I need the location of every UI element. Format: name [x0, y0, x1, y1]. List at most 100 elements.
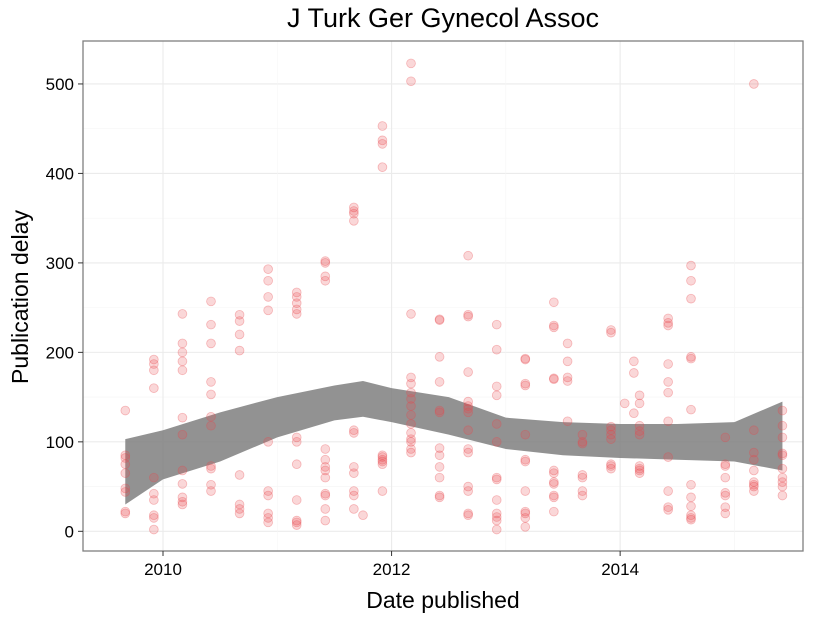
data-point: [491, 472, 502, 483]
data-point: [263, 490, 273, 501]
data-point: [149, 365, 159, 376]
data-point: [377, 162, 388, 172]
data-point: [291, 432, 302, 443]
data-point: [562, 356, 573, 367]
data-point: [777, 490, 788, 501]
data-point: [749, 479, 759, 490]
data-point: [749, 477, 759, 487]
data-point: [434, 314, 445, 325]
data-point: [263, 292, 273, 302]
x-axis-title: Date published: [366, 587, 519, 613]
data-point: [406, 428, 416, 438]
data-point: [686, 275, 696, 286]
data-point: [234, 504, 245, 514]
data-point: [634, 463, 645, 474]
data-point: [520, 508, 531, 519]
data-point: [777, 405, 788, 416]
data-point: [686, 353, 696, 364]
data-point: [377, 139, 388, 149]
data-point: [406, 58, 416, 69]
data-point: [463, 311, 473, 322]
data-point: [206, 338, 216, 349]
data-point: [177, 465, 188, 476]
data-point: [749, 447, 759, 458]
axis-ticks: 0 100 200 300 400 500 2010 2012 2014: [46, 75, 639, 579]
data-point: [149, 524, 159, 535]
data-point: [562, 376, 573, 386]
data-point: [320, 271, 331, 282]
data-point: [686, 513, 696, 523]
data-point: [406, 444, 416, 454]
data-point: [206, 479, 216, 490]
data-point: [663, 452, 673, 462]
data-point: [234, 316, 245, 326]
data-point: [406, 394, 416, 404]
data-point: [177, 412, 188, 423]
data-point: [349, 208, 359, 219]
data-point: [749, 481, 759, 492]
data-point: [463, 447, 473, 458]
x-tick-label: 2010: [144, 560, 182, 579]
data-point: [606, 459, 616, 470]
data-point: [149, 513, 159, 523]
data-point: [463, 486, 473, 496]
data-point: [549, 468, 559, 478]
data-point: [549, 477, 559, 487]
data-point: [606, 463, 616, 474]
data-point: [720, 432, 731, 443]
data-point: [777, 432, 788, 443]
data-point: [634, 429, 645, 440]
data-point: [291, 437, 302, 447]
data-point: [606, 421, 616, 432]
data-point: [320, 258, 331, 268]
plot-panel-border: [82, 40, 804, 552]
data-point: [777, 463, 788, 474]
y-tick-label: 400: [46, 164, 74, 183]
data-point: [149, 354, 159, 365]
data-point: [349, 425, 359, 436]
data-point: [177, 492, 188, 503]
data-point: [349, 490, 359, 501]
data-point: [520, 429, 531, 440]
data-point: [520, 506, 531, 517]
data-point: [520, 513, 531, 523]
data-point: [291, 495, 302, 505]
data-point: [291, 304, 302, 315]
data-point: [406, 447, 416, 458]
data-point: [549, 492, 559, 503]
data-point: [120, 483, 131, 494]
data-point: [434, 472, 445, 483]
data-point: [549, 373, 559, 384]
data-point: [263, 508, 273, 519]
data-point: [663, 416, 673, 427]
data-point: [634, 420, 645, 431]
data-point: [406, 419, 416, 429]
chart-title: J Turk Ger Gynecol Assoc: [287, 3, 599, 33]
data-point: [377, 454, 388, 465]
data-point: [777, 472, 788, 483]
data-point: [520, 456, 531, 467]
data-point: [720, 488, 731, 498]
data-point: [663, 313, 673, 324]
data-point: [206, 461, 216, 471]
data-point: [520, 522, 531, 532]
data-point: [349, 462, 359, 472]
data-point: [406, 378, 416, 389]
data-point: [320, 462, 331, 472]
smooth-confidence-band: [125, 381, 783, 505]
data-point: [177, 347, 188, 358]
data-point: [206, 296, 216, 307]
data-point: [263, 486, 273, 496]
data-point: [406, 309, 416, 319]
data-point: [606, 461, 616, 471]
data-point: [463, 396, 473, 407]
data-point: [177, 479, 188, 489]
data-point: [549, 479, 559, 489]
data-point: [406, 401, 416, 411]
data-point: [491, 508, 502, 519]
data-point: [434, 450, 445, 461]
data-point: [549, 320, 559, 331]
data-point: [663, 387, 673, 398]
data-point: [406, 437, 416, 447]
data-point: [120, 450, 131, 461]
